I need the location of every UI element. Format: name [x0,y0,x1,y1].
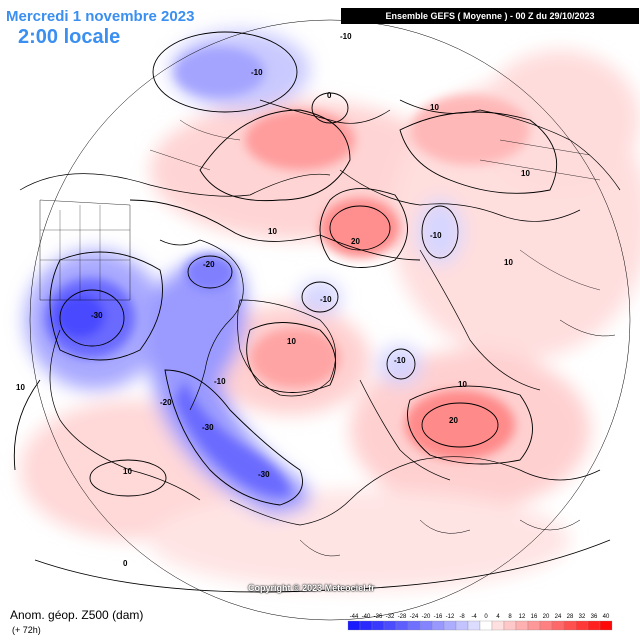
contour-label: 10 [287,337,296,346]
contour-label: 0 [327,91,332,100]
scale-swatch [359,620,373,631]
scale-label: -8 [459,614,465,620]
contour-label: 0 [123,559,128,568]
contour-label: -30 [258,470,270,479]
contour-label: 10 [123,467,132,476]
color-scale-legend: -44 -40 -36 -32 -28 -24 -20 -16 -12 -8 -4 0 4 8 12 16 20… [347,614,613,631]
scale-swatch [395,620,409,631]
scale-label: 4 [496,614,500,620]
scale-label: 8 [508,614,512,620]
contour-label: 10 [458,380,467,389]
scale-label: 24 [555,614,562,620]
forecast-local-time: 2:00 locale [18,26,121,48]
scale-label: -28 [398,614,407,620]
scale-swatch [467,620,481,631]
scale-label: -40 [362,614,371,620]
scale-label: 36 [591,614,598,620]
scale-label: -12 [446,614,455,620]
color-scale-swatches [347,620,613,631]
contour-label: 20 [351,237,360,246]
contour-label: 10 [504,258,513,267]
contour-label: 20 [449,416,458,425]
scale-swatch [419,620,433,631]
scale-swatch [431,620,445,631]
scale-label: -16 [434,614,443,620]
contour-label: -10 [394,356,406,365]
scale-swatch [563,620,577,631]
scale-label: 28 [567,614,574,620]
scale-label: -20 [422,614,431,620]
model-run-header: Ensemble GEFS ( Moyenne ) - 00 Z du 29/1… [341,8,639,24]
copyright-label: Copyright © 2023 Meteociel.fr [248,583,375,593]
scale-label: 40 [603,614,610,620]
contour-label: -10 [214,377,226,386]
scale-swatch [371,620,385,631]
scale-swatch [539,620,553,631]
scale-label: 32 [579,614,586,620]
scale-swatch [575,620,589,631]
contour-label: -10 [340,32,352,41]
variable-label: Anom. géop. Z500 (dam) [10,608,144,622]
scale-swatch [491,620,505,631]
scale-label: 0 [484,614,488,620]
contour-label: 10 [268,227,277,236]
scale-swatch [599,620,613,631]
scale-swatch [515,620,529,631]
contour-label: -10 [430,231,442,240]
scale-swatch [503,620,517,631]
scale-label: -4 [471,614,477,620]
scale-label: 12 [519,614,526,620]
scale-label: -24 [410,614,419,620]
contour-label: 10 [521,169,530,178]
contour-label: 10 [430,103,439,112]
scale-swatch [347,620,361,631]
scale-swatch [383,620,397,631]
scale-swatch [527,620,541,631]
map-outline [19,19,631,621]
contour-label: -30 [91,311,103,320]
contour-label: 10 [16,383,25,392]
contour-label: -20 [160,398,172,407]
contour-label: -10 [320,295,332,304]
scale-label: 16 [531,614,538,620]
lead-time-label: (+ 72h) [12,625,41,635]
contour-label: -10 [251,68,263,77]
scale-swatch [455,620,469,631]
scale-label: 20 [543,614,550,620]
contour-label: -30 [202,423,214,432]
scale-swatch [551,620,565,631]
scale-label: -36 [374,614,383,620]
scale-swatch [479,620,493,631]
scale-label: -44 [350,614,359,620]
contour-label-group: -10 -10 0 10 10 10 -10 20 10 -20 -10 -30… [16,32,530,568]
contour-label: -20 [203,260,215,269]
scale-swatch [443,620,457,631]
forecast-date: Mercredi 1 novembre 2023 [6,8,195,25]
scale-swatch [587,620,601,631]
color-scale-labels: -44 -40 -36 -32 -28 -24 -20 -16 -12 -8 -4 0 4 8 12 16 20… [350,614,610,620]
contour-lines [13,31,611,593]
scale-swatch [407,620,421,631]
scale-label: -32 [386,614,395,620]
